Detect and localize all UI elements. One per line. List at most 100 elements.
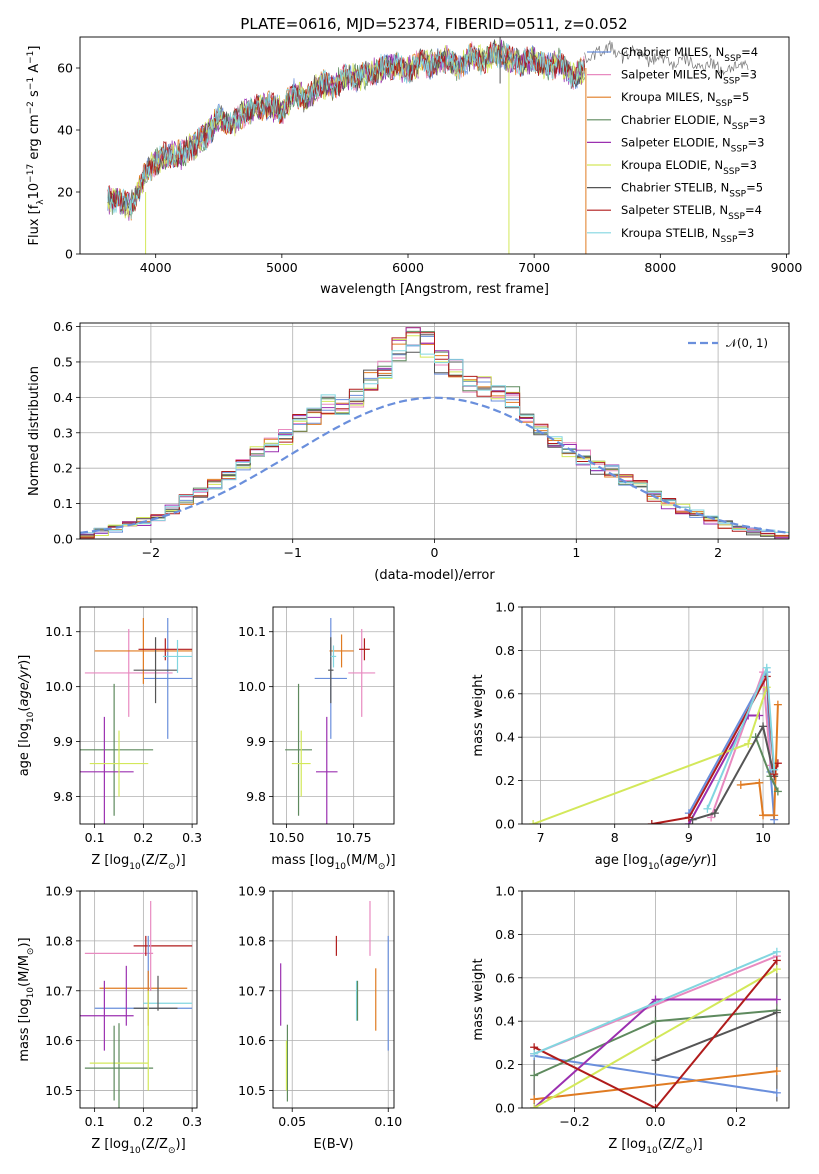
x-tick-label: 9 xyxy=(685,830,693,845)
y-tick-label: 0.4 xyxy=(495,730,515,745)
observed-spectrum-line xyxy=(584,40,749,76)
y-tick-label: 10.0 xyxy=(45,679,73,694)
histogram-panel: −2 −1 0 1 2 0.0 0.1 0.2 0.3 0.4 0.5 0.6 (data-model)… xyxy=(27,319,790,583)
legend-entry-label: 𝒩(0, 1) xyxy=(726,336,768,350)
y-tick-label: 10.1 xyxy=(238,624,266,639)
plot-frame xyxy=(521,890,790,1109)
histogram-y-label: Normed distribution xyxy=(27,366,42,496)
plot-frame xyxy=(272,606,395,825)
x-tick-label: 0.2 xyxy=(133,830,153,845)
y-tick-label: 0.2 xyxy=(495,1057,515,1072)
y-tick-label: 9.9 xyxy=(246,734,266,749)
panels-group: 4000 5000 6000 7000 8000 90000204060wavelengt… xyxy=(17,36,803,1156)
weight-lines xyxy=(529,663,782,824)
y-tick-label: 0.0 xyxy=(53,532,73,547)
weight-series-line xyxy=(688,668,776,820)
x-tick-label: 9000 xyxy=(771,260,803,275)
y-tick-label: 0.4 xyxy=(53,390,73,405)
histogram-x-label: (data-model)/error xyxy=(374,568,495,583)
y-tick-label: 40 xyxy=(57,123,73,138)
weight-z-series-line xyxy=(533,968,778,1108)
x-tick-label: 0.2 xyxy=(726,1114,746,1129)
y-tick-label: 1.0 xyxy=(495,600,515,615)
y-tick-label: 20 xyxy=(57,185,73,200)
legend-entry-label: Chabrier ELODIE, NSSP=3 xyxy=(621,113,766,132)
mass-vs-ebv-x-label: E(B-V) xyxy=(313,1137,353,1152)
y-tick-label: 10.9 xyxy=(238,884,266,899)
x-tick-label: 0.10 xyxy=(374,1114,402,1129)
spectrum-lines xyxy=(107,37,749,254)
y-tick-label: 9.8 xyxy=(53,789,73,804)
x-tick-label: 5000 xyxy=(266,260,298,275)
spectrum-legend: Chabrier MILES, NSSP=4 Salpeter MILES, NS… xyxy=(587,45,766,245)
spectrum-panel: 4000 5000 6000 7000 8000 9000 0 20 40 60 wavelengt… xyxy=(26,36,803,297)
x-tick-label: 7 xyxy=(537,830,545,845)
y-tick-label: 0.0 xyxy=(495,1101,515,1116)
x-tick-label: −0.2 xyxy=(559,1114,589,1129)
errorbar-group xyxy=(80,900,193,1108)
plot-frame xyxy=(272,890,395,1109)
x-tick-label: 0.0 xyxy=(646,1114,666,1129)
y-tick-label: 10.7 xyxy=(238,983,266,998)
x-tick-label: 8 xyxy=(611,830,619,845)
mass-vs-ebv-panel: 0.05 0.10 10.5 10.6 10.7 10.8 10.9 E(B-V) xyxy=(238,884,402,1153)
x-tick-label: 0.3 xyxy=(182,1114,202,1129)
y-tick-label: 10.0 xyxy=(238,679,266,694)
weight-z-series-line xyxy=(655,1011,778,1062)
weight-series-line xyxy=(651,672,779,824)
x-tick-label: 0.3 xyxy=(182,830,202,845)
y-tick-label: 10.8 xyxy=(238,933,266,948)
y-tick-label: 0.2 xyxy=(495,773,515,788)
ebv-segments xyxy=(280,900,389,1102)
y-tick-label: 0.4 xyxy=(495,1014,515,1029)
y-tick-label: 0.6 xyxy=(495,970,515,985)
legend-entry-label: Salpeter ELODIE, NSSP=3 xyxy=(621,135,764,154)
weight-vs-z-panel: −0.2 0.0 0.2 0.0 0.2 0.4 0.6 0.8 1.0 Z [log10(Z/Z… xyxy=(471,884,790,1156)
age-vs-z-y-label: age [log10(age/yr)] xyxy=(17,655,36,777)
histogram-steps xyxy=(80,327,789,539)
x-tick-label: 10.75 xyxy=(336,830,372,845)
x-tick-label: 0.1 xyxy=(85,1114,105,1129)
x-tick-label: −1 xyxy=(283,545,301,560)
y-tick-label: 0.8 xyxy=(495,643,515,658)
mass-vs-z-x-label: Z [log10(Z/Z⊙)] xyxy=(91,1137,185,1156)
y-tick-label: 0.3 xyxy=(53,425,73,440)
weight-z-series-line xyxy=(533,1054,778,1094)
legend-entry-label: Kroupa ELODIE, NSSP=3 xyxy=(621,158,757,177)
plot-frame xyxy=(79,606,198,825)
x-tick-label: 1 xyxy=(572,545,580,560)
weight-vs-age-y-label: mass weight xyxy=(471,674,486,756)
age-vs-z-panel: 0.1 0.2 0.3 9.8 9.9 10.0 10.1 Z [log10(Z/Z⊙)] ag… xyxy=(17,606,202,872)
x-tick-label: 10 xyxy=(755,830,771,845)
legend-entry-label: Salpeter STELIB, NSSP=4 xyxy=(621,203,762,222)
age-vs-mass-x-label: mass [log10(M/M⊙)] xyxy=(271,853,395,872)
weight-z-series-line xyxy=(533,1070,778,1101)
weight-series-line xyxy=(692,723,776,821)
legend-entry-label: Kroupa STELIB, NSSP=3 xyxy=(621,226,754,245)
y-tick-label: 0.8 xyxy=(495,927,515,942)
y-tick-label: 9.8 xyxy=(246,789,266,804)
y-tick-label: 0.5 xyxy=(53,354,73,369)
weight-vs-age-panel: 7 8 9 10 0.0 0.2 0.4 0.6 0.8 1.0 age [log10(age/yr… xyxy=(471,600,790,872)
y-tick-label: 0.6 xyxy=(495,686,515,701)
y-tick-label: 60 xyxy=(57,61,73,76)
errorbar-group xyxy=(285,617,376,824)
weight-z-series-line xyxy=(533,950,778,1055)
x-tick-label: 10.50 xyxy=(269,830,305,845)
spectrum-series-line xyxy=(107,42,585,219)
x-tick-label: 0.05 xyxy=(278,1114,306,1129)
x-tick-label: 4000 xyxy=(140,260,172,275)
plot-frame xyxy=(521,606,790,825)
y-tick-label: 1.0 xyxy=(495,884,515,899)
errorbar-group xyxy=(80,617,193,824)
y-tick-label: 10.5 xyxy=(45,1083,73,1098)
plot-frame xyxy=(79,322,790,540)
y-tick-label: 0.2 xyxy=(53,461,73,476)
x-tick-label: 0 xyxy=(431,545,439,560)
y-tick-label: 0.0 xyxy=(495,817,515,832)
y-tick-label: 10.7 xyxy=(45,983,73,998)
weight-z-lines xyxy=(530,947,781,1108)
x-tick-label: 6000 xyxy=(392,260,424,275)
weight-vs-age-x-label: age [log10(age/yr)] xyxy=(595,853,717,872)
